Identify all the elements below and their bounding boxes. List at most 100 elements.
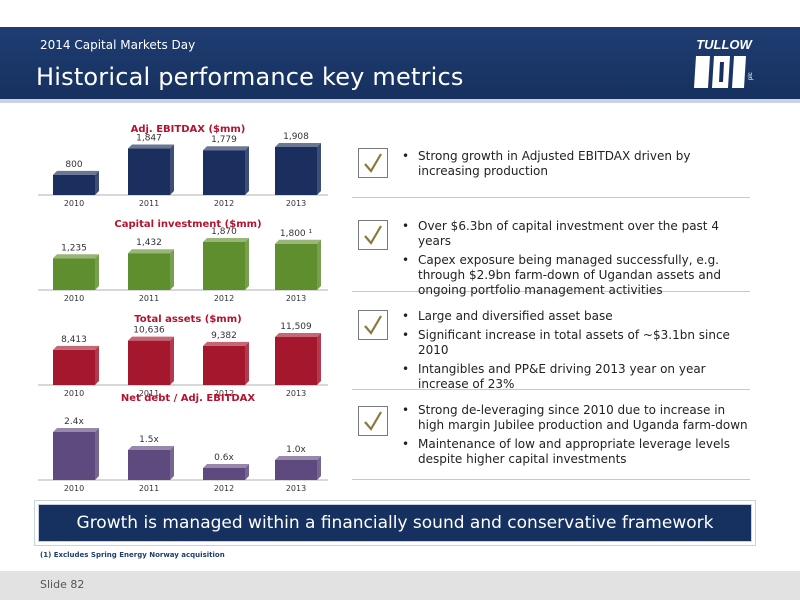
slide-number: Slide 82 — [40, 578, 85, 591]
bar — [53, 432, 95, 480]
category-label: 2010 — [64, 484, 84, 492]
bar-top — [203, 146, 249, 151]
bar-top — [203, 464, 249, 468]
data-label: 1,847 — [136, 134, 162, 144]
bar-top — [128, 144, 174, 149]
logo-wordmark: TULLOW — [696, 37, 753, 52]
checkmark-icon — [358, 406, 388, 436]
event-name: 2014 Capital Markets Day — [40, 38, 196, 52]
chart-title: Total assets ($mm) — [134, 314, 241, 325]
bar-side — [170, 144, 174, 195]
data-label: 9,382 — [211, 331, 237, 341]
category-label: 2012 — [214, 199, 234, 208]
category-label: 2013 — [286, 199, 306, 208]
category-label: 2013 — [286, 294, 306, 303]
logo-plc: plc — [748, 72, 754, 80]
bar-side — [95, 428, 99, 480]
category-label: 2013 — [286, 484, 306, 492]
conclusion-banner: Growth is managed within a financially s… — [38, 504, 752, 542]
bar — [275, 337, 317, 385]
chart-title: Adj. EBITDAX ($mm) — [131, 124, 246, 135]
data-label: 10,636 — [133, 326, 165, 336]
bar-top — [53, 428, 99, 432]
category-label: 2011 — [139, 389, 159, 398]
checkmark-icon — [358, 310, 388, 340]
bullet-item: Strong de-leveraging since 2010 due to i… — [400, 403, 750, 433]
bar-side — [95, 170, 99, 195]
data-label: 1,432 — [136, 238, 162, 248]
bar-side — [317, 143, 321, 195]
bullet-item: Capex exposure being managed successfull… — [400, 253, 750, 298]
bar-top — [275, 456, 321, 460]
bar-top — [53, 254, 99, 259]
bar — [203, 242, 245, 290]
data-label: 0.6x — [214, 453, 234, 463]
category-label: 2010 — [64, 389, 84, 398]
page-title: Historical performance key metrics — [36, 63, 464, 91]
bar-top — [203, 341, 249, 346]
bar-top — [275, 333, 321, 337]
bar-side — [95, 254, 99, 290]
category-label: 2012 — [214, 484, 234, 492]
bar-side — [170, 446, 174, 480]
bar-top — [128, 446, 174, 450]
bullet-item: Large and diversified asset base — [400, 309, 750, 324]
bar — [203, 345, 245, 385]
bullet-list: Large and diversified asset base Signifi… — [400, 309, 750, 396]
bar — [128, 148, 170, 195]
data-label: 1,235 — [61, 243, 87, 253]
bar-top — [275, 239, 321, 244]
bar-side — [245, 341, 249, 385]
bar-side — [245, 146, 249, 195]
bar — [128, 450, 170, 480]
category-label: 2013 — [286, 389, 306, 398]
bar — [203, 150, 245, 195]
bullet-list: Strong growth in Adjusted EBITDAX driven… — [400, 149, 750, 183]
category-label: 2012 — [214, 389, 234, 398]
bullet-list: Strong de-leveraging since 2010 due to i… — [400, 403, 750, 471]
header-divider — [0, 99, 800, 103]
category-label: 2011 — [139, 294, 159, 303]
bar-top — [203, 238, 249, 242]
tullow-logo: TULLOW plc — [694, 37, 754, 88]
category-label: 2010 — [64, 294, 84, 303]
data-label: 1,779 — [211, 135, 237, 145]
bullet-list: Over $6.3bn of capital investment over t… — [400, 219, 750, 302]
data-label: 2.4x — [64, 417, 84, 427]
bar-side — [245, 238, 249, 290]
section-capex: Over $6.3bn of capital investment over t… — [352, 210, 750, 297]
bar — [53, 258, 95, 290]
bar — [203, 468, 245, 480]
bullet-item: Significant increase in total assets of … — [400, 328, 750, 358]
bar-side — [317, 456, 321, 480]
bar-side — [245, 464, 249, 480]
bar — [53, 174, 95, 195]
checkmark-icon — [358, 220, 388, 250]
bar — [275, 147, 317, 195]
bar-top — [128, 336, 174, 341]
section-assets: Large and diversified asset base Signifi… — [352, 304, 750, 391]
bar-side — [170, 249, 174, 290]
section-leverage: Strong de-leveraging since 2010 due to i… — [352, 400, 750, 480]
category-label: 2011 — [139, 199, 159, 208]
data-label: 8,413 — [61, 335, 87, 345]
checkmark-icon — [358, 148, 388, 178]
footer-bar — [0, 571, 800, 600]
data-label: 1,870 — [211, 227, 237, 237]
chart-title: Capital investment ($mm) — [114, 219, 261, 230]
bar-side — [95, 345, 99, 385]
bar-top — [53, 170, 99, 175]
bullet-item: Intangibles and PP&E driving 2013 year o… — [400, 362, 750, 392]
bullet-item: Strong growth in Adjusted EBITDAX driven… — [400, 149, 750, 179]
bar — [128, 340, 170, 385]
data-label: 11,509 — [280, 322, 312, 332]
bar — [53, 349, 95, 385]
bar-top — [275, 143, 321, 147]
data-label: 800 — [65, 160, 82, 170]
data-label: 1,908 — [283, 132, 309, 142]
bar-side — [317, 333, 321, 385]
category-label: 2012 — [214, 294, 234, 303]
bar-top — [53, 345, 99, 350]
category-label: 2010 — [64, 199, 84, 208]
header-bar — [0, 27, 800, 99]
